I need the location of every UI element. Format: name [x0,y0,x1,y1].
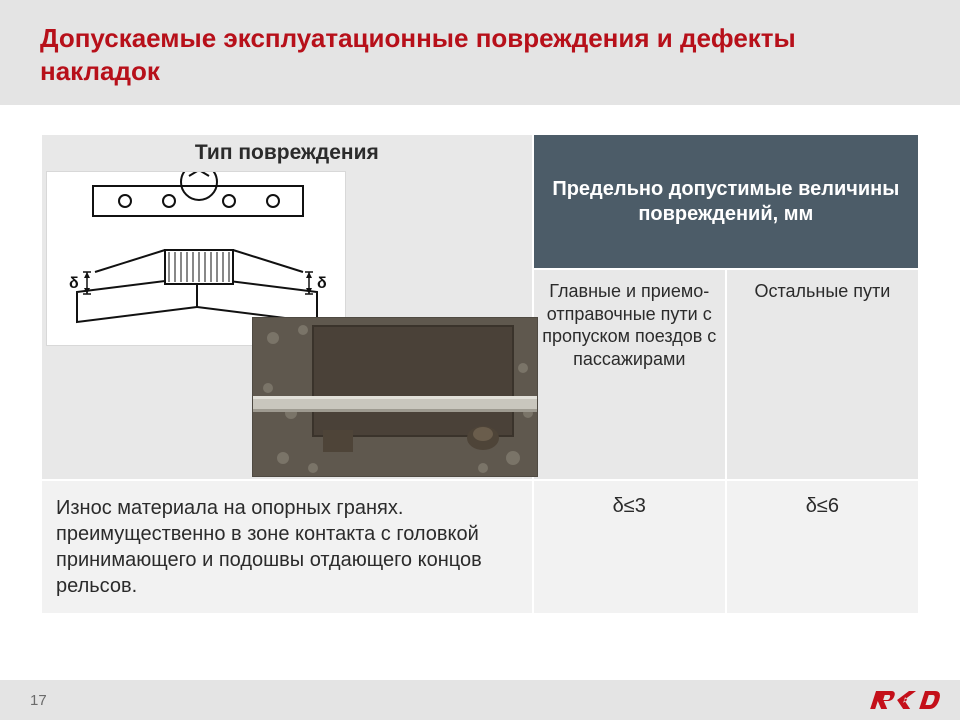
col-damage-type-label: Тип повреждения [46,141,528,169]
delta-label-left: δ [69,275,79,292]
title-band: Допускаемые эксплуатационные повреждения… [0,0,960,105]
slide-title: Допускаемые эксплуатационные повреждения… [40,22,920,87]
table-data-row: Износ материала на опорных гранях. преим… [41,480,919,614]
page-number: 17 [30,692,47,709]
footer: 17 [0,680,960,720]
table-header-row: Тип повреждения [41,134,919,269]
illustration-stack: δ δ [46,169,528,479]
row-value-other: δ≤6 [726,480,919,614]
sub-other-tracks: Остальные пути [726,269,919,480]
rzd-logo-icon [870,688,940,712]
defect-table: Тип повреждения [40,133,920,615]
sub-main-tracks: Главные и приемо-отправочные пути с проп… [533,269,726,480]
rail-photo [252,317,538,477]
row-description: Износ материала на опорных гранях. преим… [41,480,533,614]
col-limits: Предельно допустимые величины повреждени… [533,134,919,269]
row-value-main: δ≤3 [533,480,726,614]
col-damage-type: Тип повреждения [41,134,533,480]
content-area: Тип повреждения [0,105,960,615]
delta-label-right: δ [317,275,327,292]
slide: Допускаемые эксплуатационные повреждения… [0,0,960,720]
